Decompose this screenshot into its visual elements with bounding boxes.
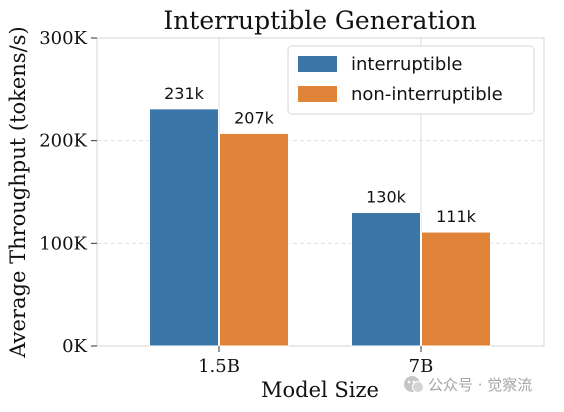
watermark-text: 公众号 · 觉察流 [428,376,532,394]
bar-interruptible-7b [351,212,421,347]
legend-label-non-interruptible: non-interruptible [351,84,503,105]
y-tick-label: 200K [39,131,87,152]
bar-non-interruptible-7b [421,231,491,347]
bar-interruptible-15b [149,108,219,347]
legend-swatch-non-interruptible [298,86,337,102]
x-axis-label: Model Size [261,378,379,402]
y-axis-label: Average Throughput (tokens/s) [6,26,30,358]
x-tick-label: 1.5B [198,356,240,377]
bar-value-label: 130k [366,188,407,207]
legend-box [287,45,535,115]
legend: interruptible non-interruptible [287,45,535,115]
y-tick-label: 100K [39,233,87,254]
bars-layer [149,108,491,347]
legend-label-interruptible: interruptible [351,54,462,75]
ticks-layer: 0K 100K 200K 300K 1.5B 7B [39,28,433,377]
x-tick-label: 7B [409,356,434,377]
data-labels-layer: 231k 130k 207k 111k [164,84,477,226]
bar-value-label: 111k [436,207,477,226]
chart-title: Interruptible Generation [163,6,476,35]
bar-value-label: 231k [164,84,205,103]
watermark: 公众号 · 觉察流 [404,376,532,394]
y-tick-label: 300K [39,28,87,49]
plot-frame [96,37,545,347]
legend-swatch-interruptible [298,56,337,72]
bar-non-interruptible-15b [219,132,289,347]
y-tick-label: 0K [62,336,87,357]
bar-value-label: 207k [234,108,275,127]
